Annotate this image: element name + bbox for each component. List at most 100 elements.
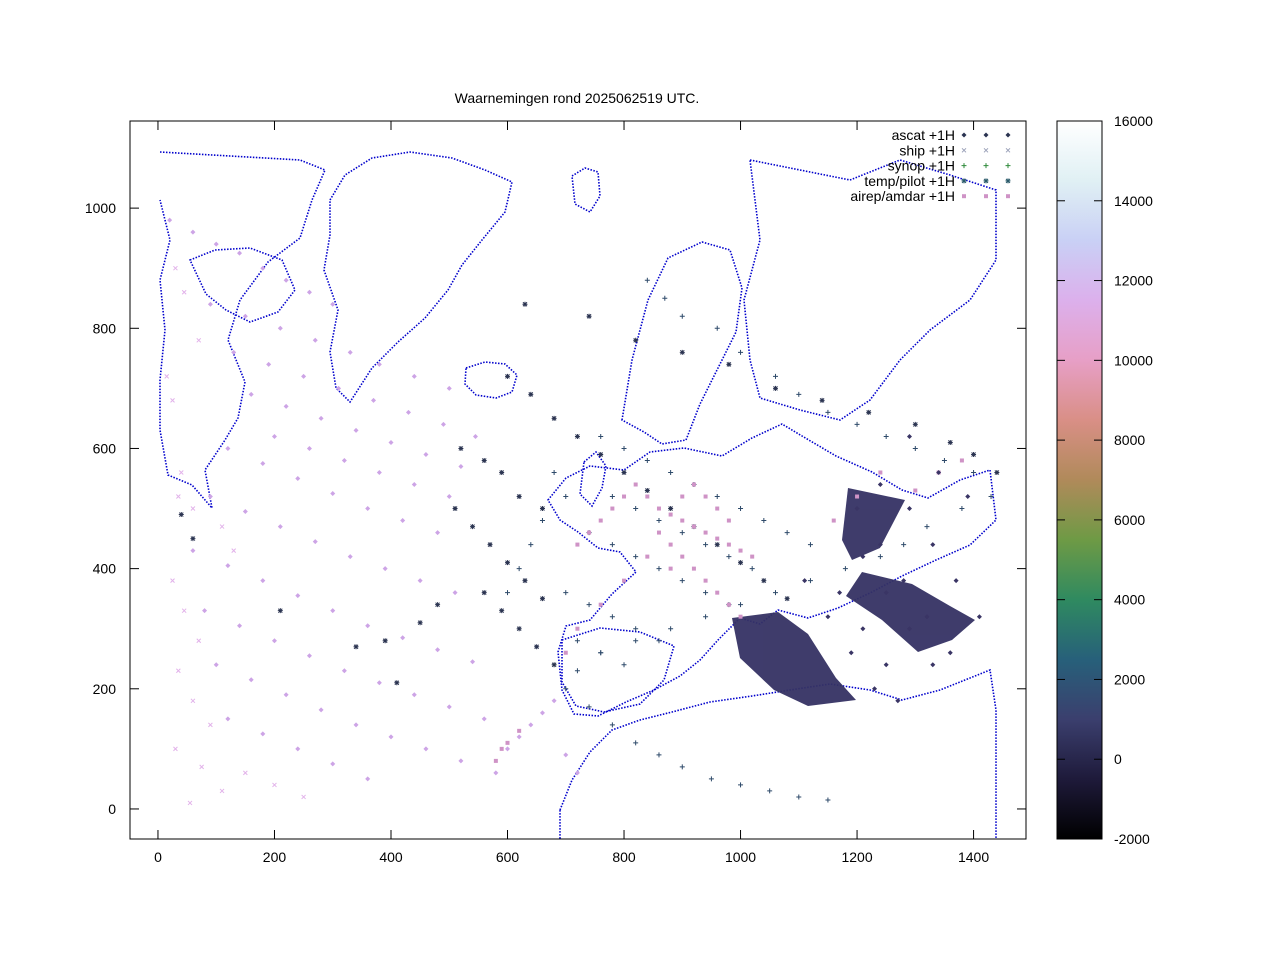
data-point — [947, 650, 953, 656]
data-point — [807, 578, 813, 584]
data-point — [761, 518, 767, 524]
data-point — [656, 518, 662, 524]
data-point — [680, 518, 685, 523]
colorbar-tick-label: 6000 — [1114, 512, 1145, 528]
data-point — [528, 542, 534, 548]
legend-marker — [1005, 132, 1011, 138]
data-point — [283, 277, 289, 283]
data-point — [446, 385, 452, 391]
data-point — [837, 590, 843, 596]
data-point — [807, 542, 813, 548]
data-point — [522, 578, 528, 584]
legend-marker — [961, 163, 967, 169]
data-point — [493, 770, 499, 776]
uk-coastline — [579, 450, 607, 508]
data-point — [883, 433, 889, 439]
data-point — [458, 758, 464, 764]
data-point — [609, 542, 615, 548]
data-point — [347, 349, 353, 355]
data-point — [878, 470, 883, 475]
data-point — [435, 530, 441, 536]
data-point — [283, 403, 289, 409]
data-point — [936, 469, 942, 475]
colorbar-tick-label: 2000 — [1114, 671, 1145, 687]
data-point — [772, 373, 778, 379]
data-point — [295, 593, 301, 599]
legend-marker — [983, 147, 989, 153]
data-point — [598, 518, 603, 523]
data-point — [598, 602, 603, 607]
data-point — [353, 722, 359, 728]
data-point — [190, 506, 196, 511]
data-point — [551, 662, 557, 668]
data-point — [860, 626, 866, 632]
data-point — [190, 698, 196, 704]
data-point — [458, 463, 464, 469]
data-point — [738, 782, 744, 788]
data-point — [271, 638, 277, 644]
data-point — [622, 578, 627, 583]
colorbar-tick-label: 14000 — [1114, 193, 1153, 209]
data-point — [187, 800, 193, 806]
x-axis: 0 200 400 600 800 1000 1200 1400 — [154, 121, 989, 865]
data-point — [633, 482, 638, 487]
data-point — [575, 626, 580, 631]
series-ascat-swath — [802, 433, 982, 704]
data-point — [481, 590, 487, 596]
data-point — [679, 530, 685, 536]
data-point — [691, 524, 696, 529]
x-tick-label: 400 — [379, 849, 403, 865]
data-point — [376, 469, 382, 475]
canada-coastline — [159, 151, 327, 511]
coastline-map — [159, 151, 997, 839]
data-point — [622, 494, 627, 499]
data-point — [283, 692, 289, 698]
data-point — [435, 647, 441, 653]
data-point — [207, 301, 213, 307]
data-point — [516, 494, 522, 500]
data-point — [656, 566, 662, 572]
colorbar-tick-label: 4000 — [1114, 592, 1145, 608]
data-point — [819, 397, 825, 403]
data-point — [260, 578, 266, 584]
data-point — [668, 542, 673, 547]
data-point — [872, 686, 878, 692]
data-point — [645, 554, 650, 559]
data-point — [353, 427, 359, 433]
data-point — [242, 313, 248, 319]
data-point — [691, 566, 696, 571]
data-point — [947, 439, 953, 445]
data-point — [703, 614, 709, 620]
legend-label: temp/pilot +1H — [864, 173, 955, 189]
data-point — [487, 542, 493, 548]
data-point — [644, 488, 650, 494]
data-point — [656, 752, 662, 758]
data-point — [516, 566, 522, 572]
data-point — [906, 433, 912, 439]
data-point — [207, 494, 213, 500]
colorbar-ticks: -2000 0 2000 4000 6000 8000 10000 12000 14000 160… — [1057, 113, 1153, 847]
data-point — [266, 361, 272, 367]
data-point — [505, 373, 511, 379]
data-point — [411, 482, 417, 488]
legend-marker — [984, 194, 988, 199]
data-point — [173, 746, 178, 752]
legend-marker — [983, 178, 989, 184]
data-point — [750, 554, 755, 559]
data-point — [528, 391, 534, 397]
data-point — [365, 506, 371, 512]
data-point — [219, 788, 225, 794]
legend-marker — [1006, 194, 1010, 199]
data-point — [825, 614, 831, 620]
data-point — [901, 542, 907, 548]
data-point — [668, 469, 674, 475]
data-point — [587, 530, 592, 535]
data-point — [330, 301, 336, 307]
data-point — [598, 451, 604, 457]
data-point — [446, 494, 452, 500]
data-point — [662, 295, 668, 301]
data-point — [318, 415, 324, 421]
data-point — [213, 662, 219, 668]
data-point — [388, 734, 394, 740]
data-point — [423, 451, 429, 457]
